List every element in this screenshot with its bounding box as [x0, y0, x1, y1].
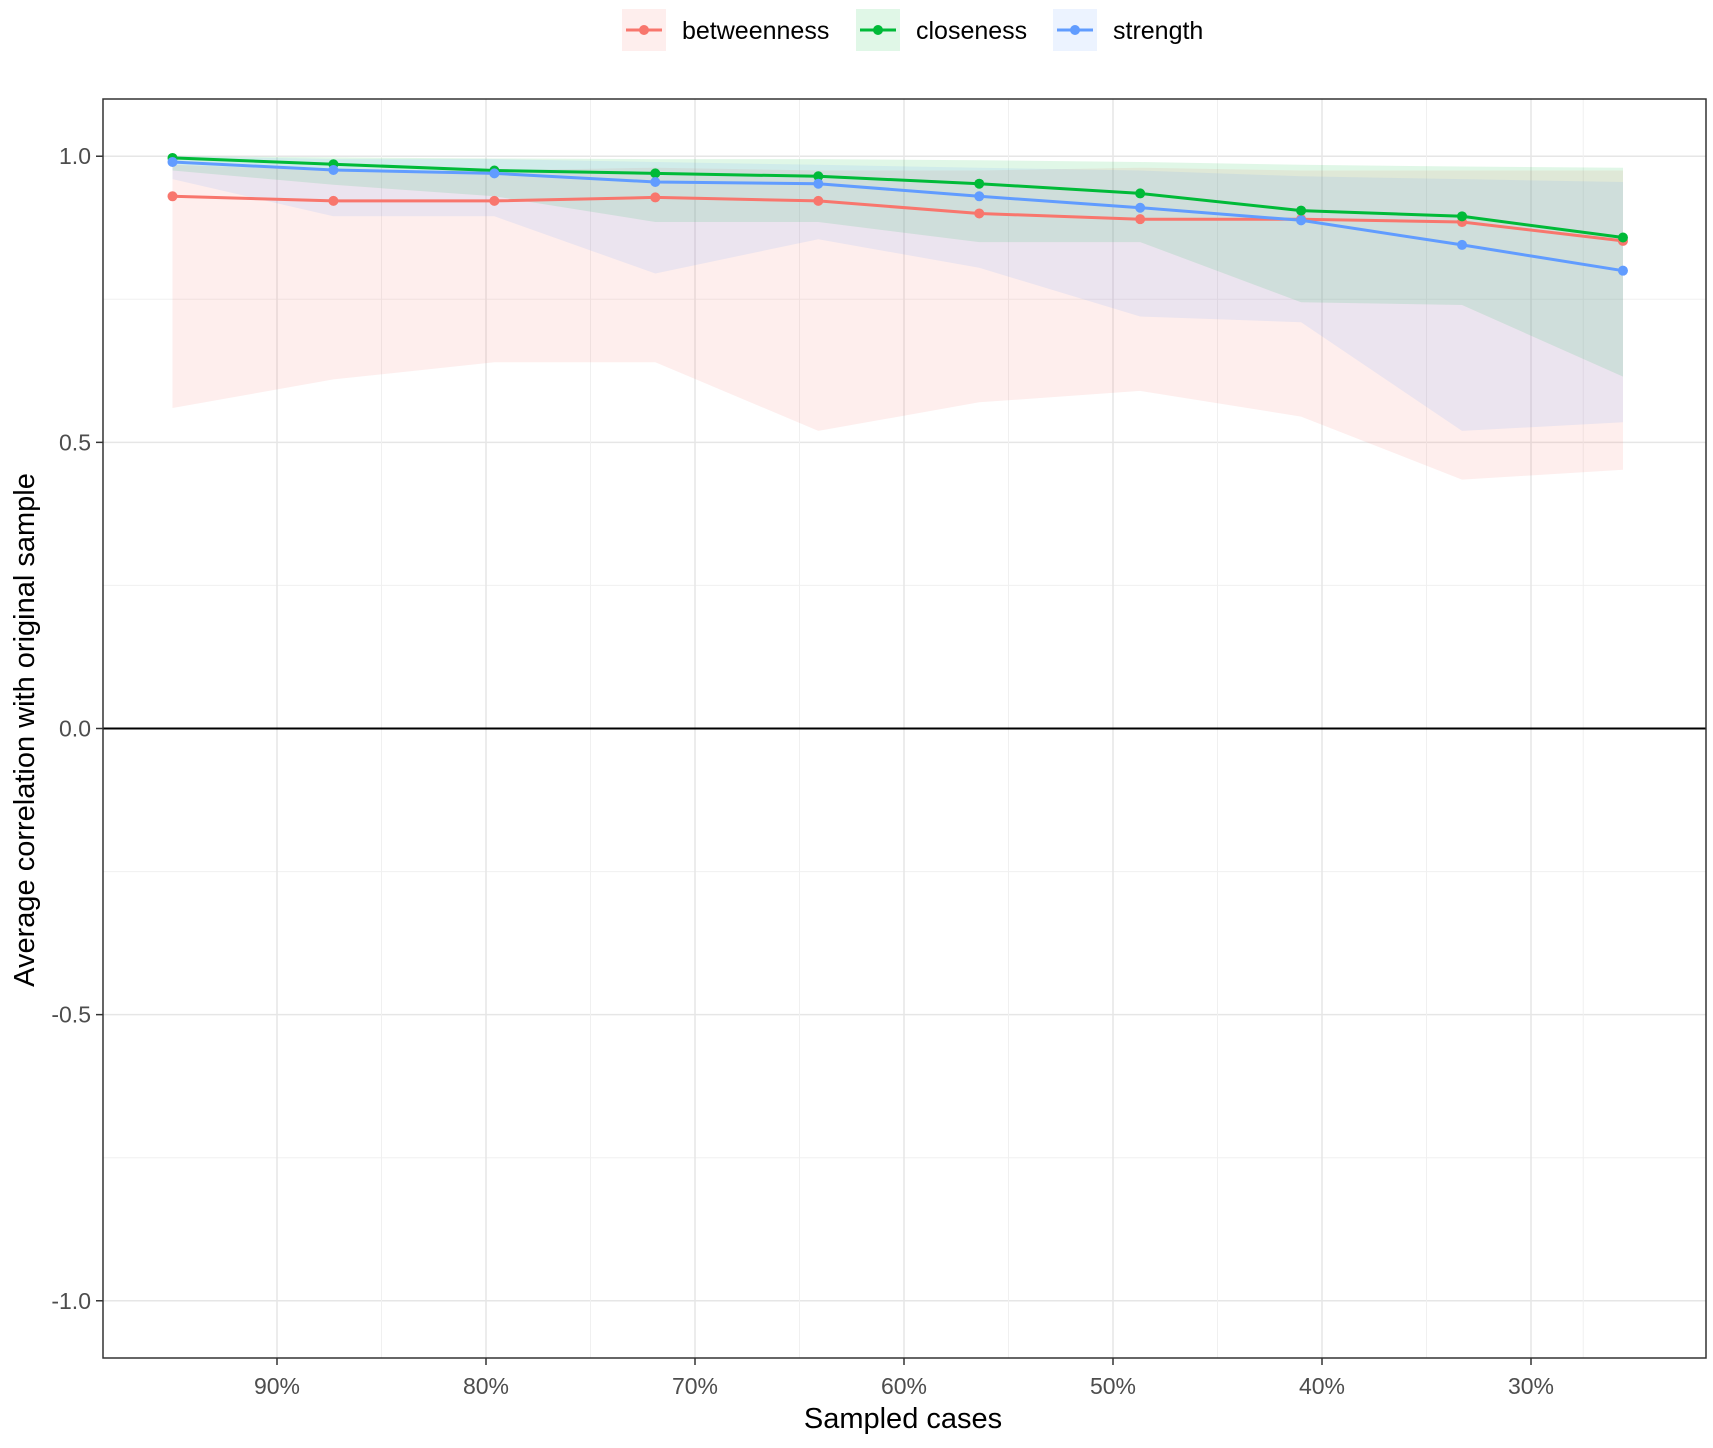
closeness-ribbon [172, 156, 1623, 377]
betweenness-point [328, 195, 339, 206]
y-tick-label: 1.0 [59, 143, 91, 169]
strength-legend-label: strength [1113, 17, 1203, 45]
betweenness-legend-label: betweenness [682, 17, 829, 45]
strength-point [328, 164, 339, 175]
closeness-point [813, 171, 824, 182]
x-tick-label: 90% [254, 1373, 300, 1399]
betweenness-point [813, 195, 824, 206]
betweenness-point [974, 208, 985, 219]
y-tick-label: -0.5 [51, 1002, 91, 1028]
closeness-point [650, 168, 661, 179]
x-tick-label: 30% [1508, 1373, 1554, 1399]
x-tick-label: 70% [672, 1373, 718, 1399]
x-tick-label: 50% [1090, 1373, 1136, 1399]
betweenness-point [650, 192, 661, 203]
strength-point [1457, 239, 1468, 250]
closeness-point [1135, 188, 1146, 199]
confidence-ribbons [172, 156, 1623, 480]
x-tick-label: 60% [881, 1373, 927, 1399]
strength-ribbon [172, 156, 1623, 431]
y-axis-title: Average correlation with original sample [9, 473, 41, 987]
strength-line [172, 160, 1624, 273]
strength-point [1296, 215, 1307, 226]
closeness-legend-point [873, 25, 883, 35]
strength-point [489, 168, 500, 179]
y-tick-label: 0.0 [59, 716, 91, 742]
betweenness-legend-point [639, 25, 649, 35]
betweenness-line [172, 194, 1624, 243]
x-tick-label: 40% [1299, 1373, 1345, 1399]
x-tick-label: 80% [463, 1373, 509, 1399]
legend: betweenness closeness strength [622, 9, 1203, 51]
betweenness-ribbon [172, 164, 1623, 480]
strength-point [813, 178, 824, 189]
closeness-legend-label: closeness [916, 17, 1027, 45]
y-axis-ticks: 1.0 0.5 0.0 -0.5 -1.0 [51, 143, 103, 1314]
strength-point [974, 191, 985, 202]
series-lines [172, 156, 1624, 273]
betweenness-point [1135, 214, 1146, 225]
x-axis-ticks: 90% 80% 70% 60% 50% 40% 30% [254, 1358, 1554, 1399]
strength-point [1135, 202, 1146, 213]
series-points [167, 152, 1628, 276]
y-tick-label: 0.5 [59, 429, 91, 455]
strength-point [650, 176, 661, 187]
closeness-line [172, 156, 1624, 239]
betweenness-point [167, 191, 178, 202]
closeness-point [974, 178, 985, 189]
closeness-point [1617, 232, 1628, 243]
strength-point [167, 156, 178, 167]
x-axis-title: Sampled cases [804, 1403, 1002, 1435]
closeness-point [1296, 205, 1307, 216]
closeness-point [1457, 211, 1468, 222]
strength-point [1617, 265, 1628, 276]
betweenness-point [489, 195, 500, 206]
strength-legend-point [1070, 25, 1080, 35]
y-tick-label: -1.0 [51, 1288, 91, 1314]
